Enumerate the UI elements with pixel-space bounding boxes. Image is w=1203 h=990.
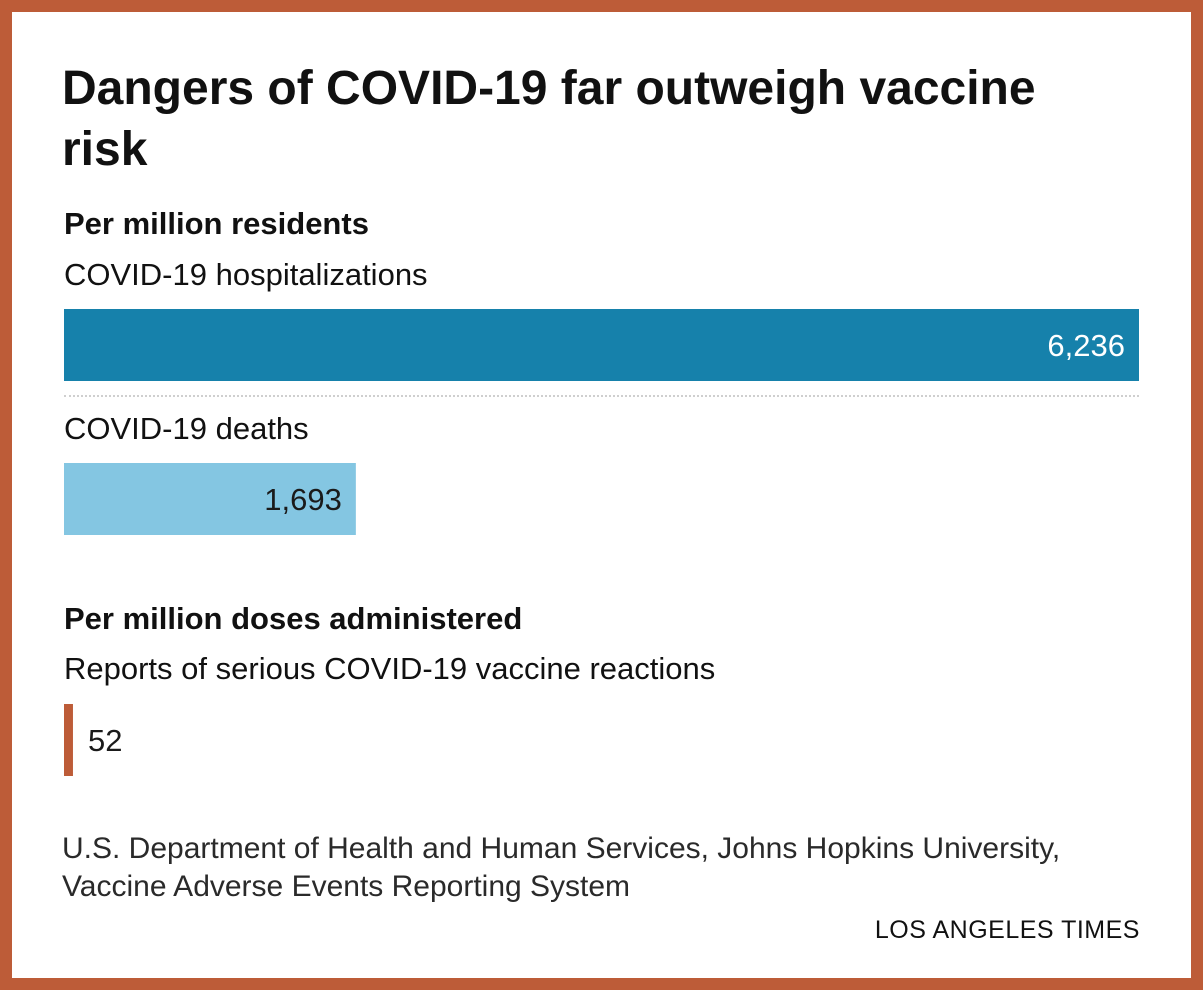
bar-value-label-1-0: 52	[88, 723, 122, 758]
divider-line	[64, 395, 1139, 397]
bar-label-deaths: COVID-19 deaths	[64, 411, 309, 446]
bar-0-1	[64, 463, 356, 535]
bar-value-label-0-1: 1,693	[264, 482, 342, 517]
source-note: U.S. Department of Health and Human Serv…	[62, 832, 1061, 903]
bar-0-0	[64, 309, 1139, 381]
bar-label-vaccine-reactions: Reports of serious COVID-19 vaccine reac…	[64, 651, 716, 686]
chart-title: Dangers of COVID-19 far outweigh vaccine…	[62, 62, 1036, 176]
group-heading-doses: Per million doses administered	[64, 601, 523, 636]
bar-1-0	[64, 704, 73, 776]
credit-line: LOS ANGELES TIMES	[874, 916, 1140, 944]
bar-label-hospitalizations: COVID-19 hospitalizations	[64, 257, 428, 292]
bar-value-label-0-0: 6,236	[1047, 328, 1125, 363]
group-heading-residents: Per million residents	[64, 206, 369, 241]
